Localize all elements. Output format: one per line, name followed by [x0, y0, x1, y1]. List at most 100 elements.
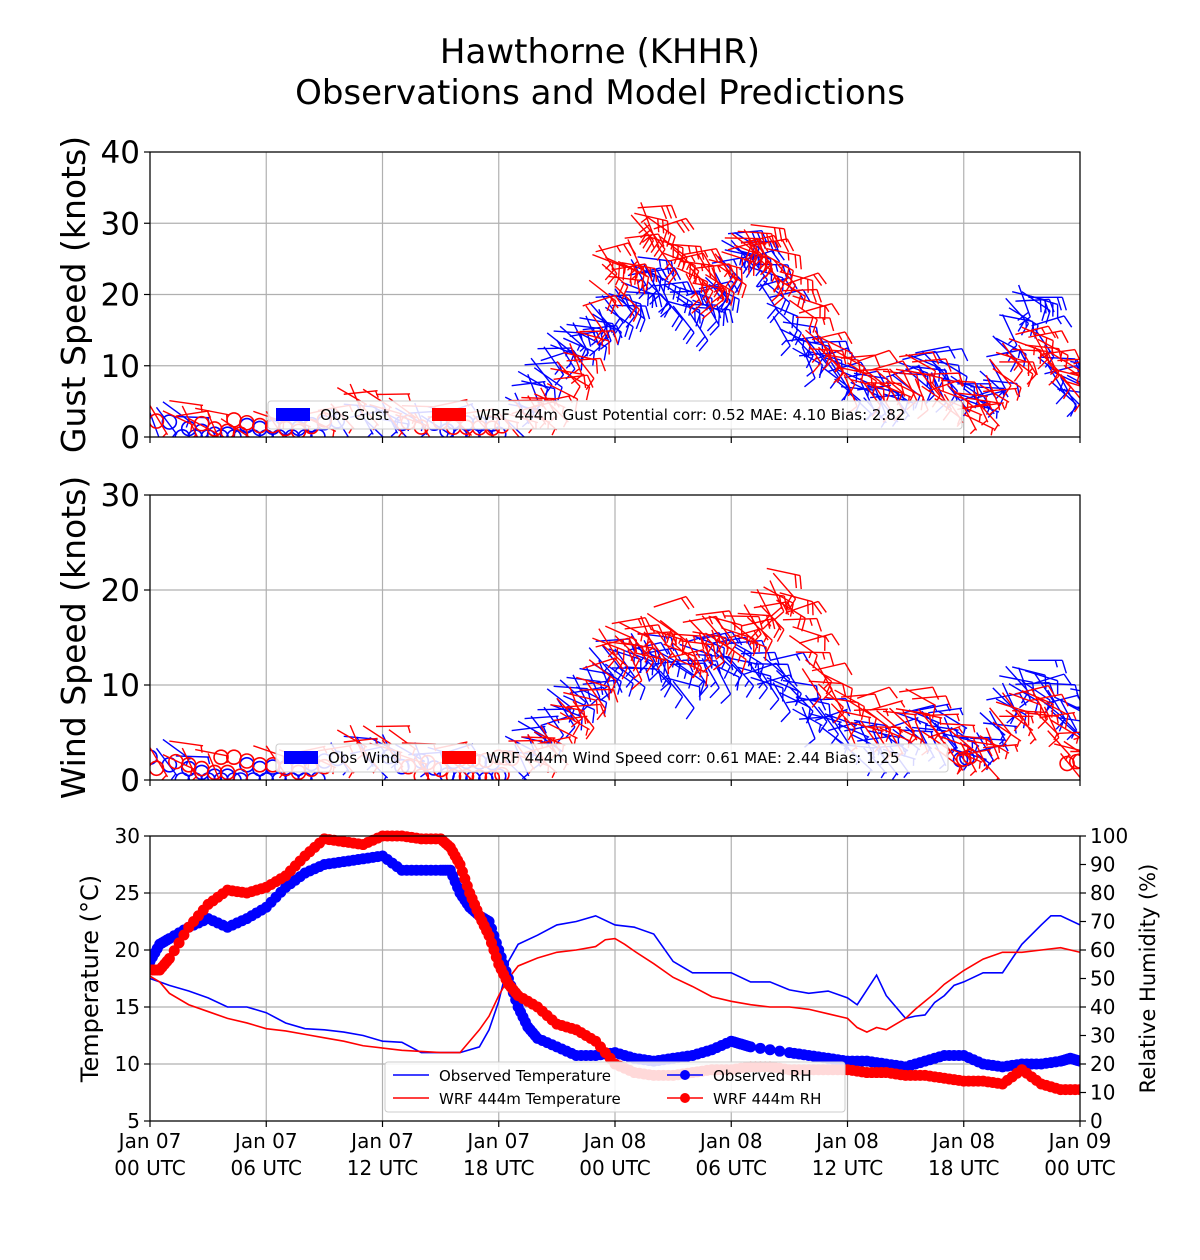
wind-barb — [530, 357, 553, 397]
wind-barb — [672, 680, 695, 720]
wind-barb — [963, 413, 995, 436]
wind-barb — [817, 706, 839, 746]
wind-barb — [569, 343, 583, 385]
wind-barb — [1063, 388, 1080, 407]
wind-barb — [232, 772, 249, 780]
rh-point — [178, 929, 190, 941]
legend-marker-3 — [680, 1093, 690, 1103]
legend-label-1: WRF 444m Temperature — [439, 1090, 621, 1108]
legend: Obs Gust WRF 444m Gust Potential corr: 0.… — [267, 400, 963, 430]
wind-barb — [943, 717, 958, 752]
wind-barb — [258, 772, 275, 780]
wind-barb — [220, 418, 250, 437]
x-tick-label-time: 00 UTC — [1044, 1156, 1115, 1180]
time-axis: Jan 07 00 UTC Jan 07 06 UTC Jan 07 12 UTC Jan … — [114, 1129, 1115, 1180]
wind-barb — [769, 265, 785, 307]
wind-barb — [785, 600, 827, 615]
wind-barb — [666, 677, 701, 701]
y-tick-label: 10 — [101, 668, 140, 704]
wind-barb — [161, 414, 178, 430]
wind-barb — [627, 649, 643, 691]
x-tick-label-time: 12 UTC — [347, 1156, 418, 1180]
wind-barb — [928, 725, 964, 739]
y-tick-label: 25 — [115, 881, 140, 905]
wind-barb — [759, 670, 780, 711]
wind-barb — [788, 299, 818, 333]
rh-point — [168, 945, 180, 957]
wind-barb — [1024, 670, 1059, 695]
wind-barb — [714, 663, 732, 705]
wind-barb — [1060, 373, 1080, 413]
y-axis-label: Temperature (°C) — [76, 875, 104, 1083]
wind-barb — [614, 285, 641, 323]
wind-barb — [973, 389, 1009, 400]
right-tick-label: 50 — [1090, 967, 1115, 991]
wind-barb — [811, 331, 853, 345]
wind-barb — [659, 293, 684, 332]
y-tick-label: 10 — [115, 1052, 140, 1076]
wind-barb — [992, 368, 1022, 401]
chart-title-line1: Hawthorne (KHHR) — [440, 32, 760, 72]
x-tick-label-time: 18 UTC — [463, 1156, 534, 1180]
wind-barb — [169, 740, 204, 753]
wind-barb — [824, 696, 862, 717]
wind-barb — [1063, 718, 1080, 737]
y-tick-label: 0 — [120, 420, 140, 456]
wind-barb — [992, 721, 1022, 748]
x-tick-label-time: 00 UTC — [579, 1156, 650, 1180]
wind-barb — [563, 691, 599, 714]
wind-barb — [675, 662, 705, 696]
temperature-rh-panel: 5 10 15 20 25 30 Temperature (°C) 0 10 20 30 40 50 60… — [76, 824, 1160, 1133]
wind-barb — [830, 703, 856, 741]
wind-barb — [979, 735, 1010, 760]
wind-barb — [682, 248, 724, 262]
wind-barb — [251, 756, 268, 773]
x-tick-label-date: Jan 09 — [1047, 1129, 1112, 1153]
wind-barb — [1079, 380, 1080, 381]
wind-barb — [989, 707, 1012, 746]
wind-barb — [175, 755, 211, 765]
wind-barb — [181, 405, 198, 437]
y-tick-label: 20 — [101, 573, 140, 609]
wind-barb — [688, 266, 714, 304]
wind-barb — [717, 639, 747, 673]
wind-barb — [251, 417, 268, 434]
wind-barb — [572, 700, 595, 740]
x-tick-label-time: 00 UTC — [114, 1156, 185, 1180]
wind-barb — [1031, 673, 1073, 686]
rh-point — [163, 953, 175, 965]
wind-barb — [937, 710, 968, 735]
wind-barb — [376, 725, 411, 734]
wind-barb — [1060, 376, 1078, 418]
wind-barb — [1079, 704, 1080, 705]
wind-barb — [695, 610, 736, 624]
wind-barb — [959, 741, 978, 777]
wind-barb — [1079, 365, 1080, 367]
y-tick-label: 40 — [101, 135, 140, 171]
wind-barb — [730, 621, 759, 657]
wind-barb — [772, 682, 791, 723]
wind-barb — [579, 330, 619, 345]
wind-barb — [792, 626, 826, 651]
wind-barb — [646, 612, 676, 647]
wind-barb — [537, 736, 573, 745]
y-tick-label: 20 — [115, 938, 140, 962]
wind-barb — [983, 744, 1019, 752]
wind-barb — [1070, 750, 1080, 753]
wind-barb — [624, 624, 665, 638]
wind-barb — [150, 405, 169, 437]
x-tick-label-time: 06 UTC — [696, 1156, 767, 1180]
y-tick-label: 30 — [101, 206, 140, 242]
plot-frame — [149, 494, 1081, 781]
wind-barb — [782, 288, 823, 303]
wind-barb — [856, 686, 898, 699]
legend: Observed Temperature WRF 444m Temperature… — [384, 1061, 846, 1113]
wind-barb — [698, 632, 714, 673]
wind-barb — [1057, 358, 1080, 362]
wind-barb — [959, 400, 978, 435]
wind-barb — [579, 688, 619, 703]
wind-barb — [1028, 693, 1069, 707]
wind-barb — [376, 393, 411, 402]
wind-barb — [701, 295, 720, 336]
wind-barb — [1001, 342, 1024, 382]
